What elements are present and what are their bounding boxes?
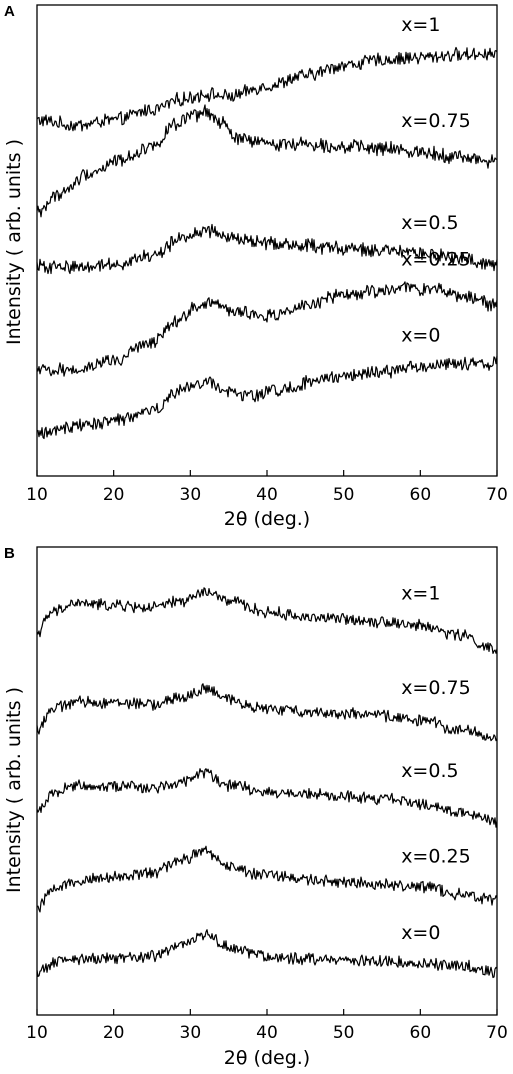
series-label: x=0.75 (401, 110, 470, 132)
panel-a-y-axis-title: Intensity ( arb. units ) (3, 139, 25, 345)
series-line-x=0.25 (36, 845, 498, 913)
series-line-x=1 (36, 46, 498, 132)
series-label: x=0.5 (401, 760, 458, 782)
panel-b-letter: B (4, 545, 15, 562)
x-tick-label: 40 (256, 1023, 278, 1043)
series-label: x=0.25 (401, 846, 470, 868)
series-label: x=1 (401, 582, 440, 604)
panel-a-x-axis-title: 2θ (deg.) (224, 508, 310, 530)
panel-a: A x=1 x=0.75 x=0.5 x=0.25 x=0 10 20 30 40 50 60 70… (3, 3, 508, 530)
series-line-x=0.5 (36, 223, 498, 275)
x-tick-label: 10 (26, 485, 48, 505)
panel-b-x-ticks: 10 20 30 40 50 60 70 (26, 1009, 508, 1043)
x-tick-label: 60 (410, 1023, 432, 1043)
series-label: x=1 (401, 14, 440, 36)
series-line-x=0 (36, 929, 498, 979)
x-tick-label: 70 (486, 1023, 508, 1043)
panel-a-series: x=1 x=0.75 x=0.5 x=0.25 x=0 (36, 14, 498, 440)
x-tick-label: 20 (103, 485, 125, 505)
panel-a-plot-frame (36, 4, 498, 477)
panel-b-series: x=1 x=0.75 x=0.5 x=0.25 x=0 (36, 582, 498, 979)
series-line-x=0 (36, 355, 498, 440)
x-tick-label: 60 (410, 485, 432, 505)
series-line-x=0.5 (36, 768, 498, 828)
x-tick-label: 70 (486, 485, 508, 505)
series-line-x=0.25 (36, 281, 498, 377)
x-tick-label: 30 (180, 485, 202, 505)
series-label: x=0 (401, 325, 440, 347)
series-label: x=0.25 (401, 249, 470, 271)
x-tick-label: 40 (256, 485, 278, 505)
x-tick-label: 50 (333, 1023, 355, 1043)
series-label: x=0.5 (401, 212, 458, 234)
series-label: x=0 (401, 922, 440, 944)
panel-a-x-ticks: 10 20 30 40 50 60 70 (26, 470, 508, 505)
series-line-x=1 (36, 587, 498, 654)
panel-a-letter: A (4, 3, 15, 20)
series-line-x=0.75 (36, 683, 498, 742)
x-tick-label: 50 (333, 485, 355, 505)
series-line-x=0.75 (36, 104, 498, 218)
panel-b-y-axis-title: Intensity ( arb. units ) (3, 687, 25, 893)
x-tick-label: 20 (103, 1023, 125, 1043)
x-tick-label: 10 (26, 1023, 48, 1043)
series-label: x=0.75 (401, 677, 470, 699)
panel-b-x-axis-title: 2θ (deg.) (224, 1047, 310, 1069)
panel-b: B x=1 x=0.75 x=0.5 x=0.25 x=0 10 20 30 40 50 60 70… (3, 545, 508, 1069)
x-tick-label: 30 (180, 1023, 202, 1043)
